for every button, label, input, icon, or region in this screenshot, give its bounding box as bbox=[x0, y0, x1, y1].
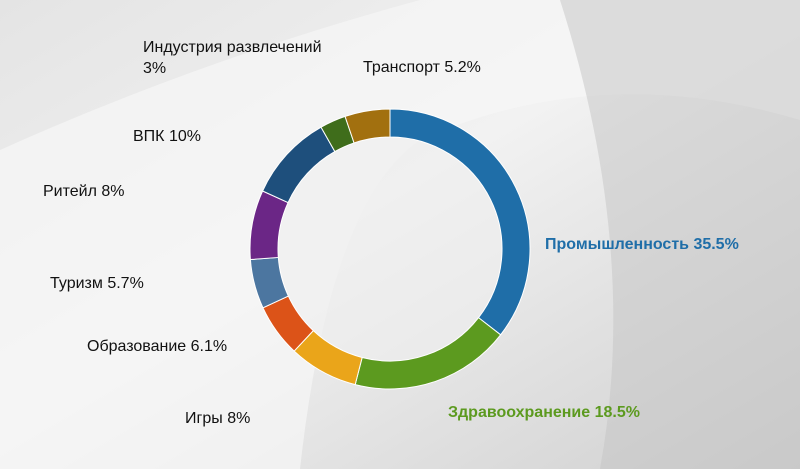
donut-slice bbox=[344, 108, 391, 144]
value-label: 8% bbox=[227, 410, 250, 427]
slice-label: Туризм 5.7% bbox=[50, 275, 144, 292]
category-label: Образование bbox=[87, 338, 186, 355]
slice-label: Образование 6.1% bbox=[87, 338, 227, 355]
slice-label: Здравоохранение 18.5% bbox=[448, 404, 640, 421]
slice-label: Индустрия развлечений 3% bbox=[143, 39, 322, 77]
category-label: Здравоохранение bbox=[448, 404, 590, 421]
category-label: ВПК bbox=[133, 128, 165, 145]
value-label: 6.1% bbox=[191, 338, 227, 355]
donut-hole bbox=[278, 137, 502, 361]
category-label: Промышленность bbox=[545, 236, 689, 253]
category-label: Индустрия развлечений bbox=[143, 39, 322, 56]
value-label: 5.7% bbox=[107, 275, 143, 292]
value-label: 5.2% bbox=[444, 59, 480, 76]
slice-label: Транспорт 5.2% bbox=[363, 59, 481, 76]
category-label: Игры bbox=[185, 410, 223, 427]
category-label: Туризм bbox=[50, 275, 103, 292]
value-label: 8% bbox=[101, 183, 124, 200]
background-shape bbox=[560, 0, 800, 469]
value-label: 3% bbox=[143, 60, 166, 77]
slice-label: ВПК 10% bbox=[133, 128, 201, 145]
value-label: 18.5% bbox=[595, 404, 640, 421]
category-label: Ритейл bbox=[43, 183, 97, 200]
slice-label: Промышленность 35.5% bbox=[545, 236, 739, 253]
slice-label: Игры 8% bbox=[185, 410, 250, 427]
slice-label: Ритейл 8% bbox=[43, 183, 125, 200]
category-label: Транспорт bbox=[363, 59, 441, 76]
value-label: 35.5% bbox=[693, 236, 738, 253]
value-label: 10% bbox=[169, 128, 201, 145]
